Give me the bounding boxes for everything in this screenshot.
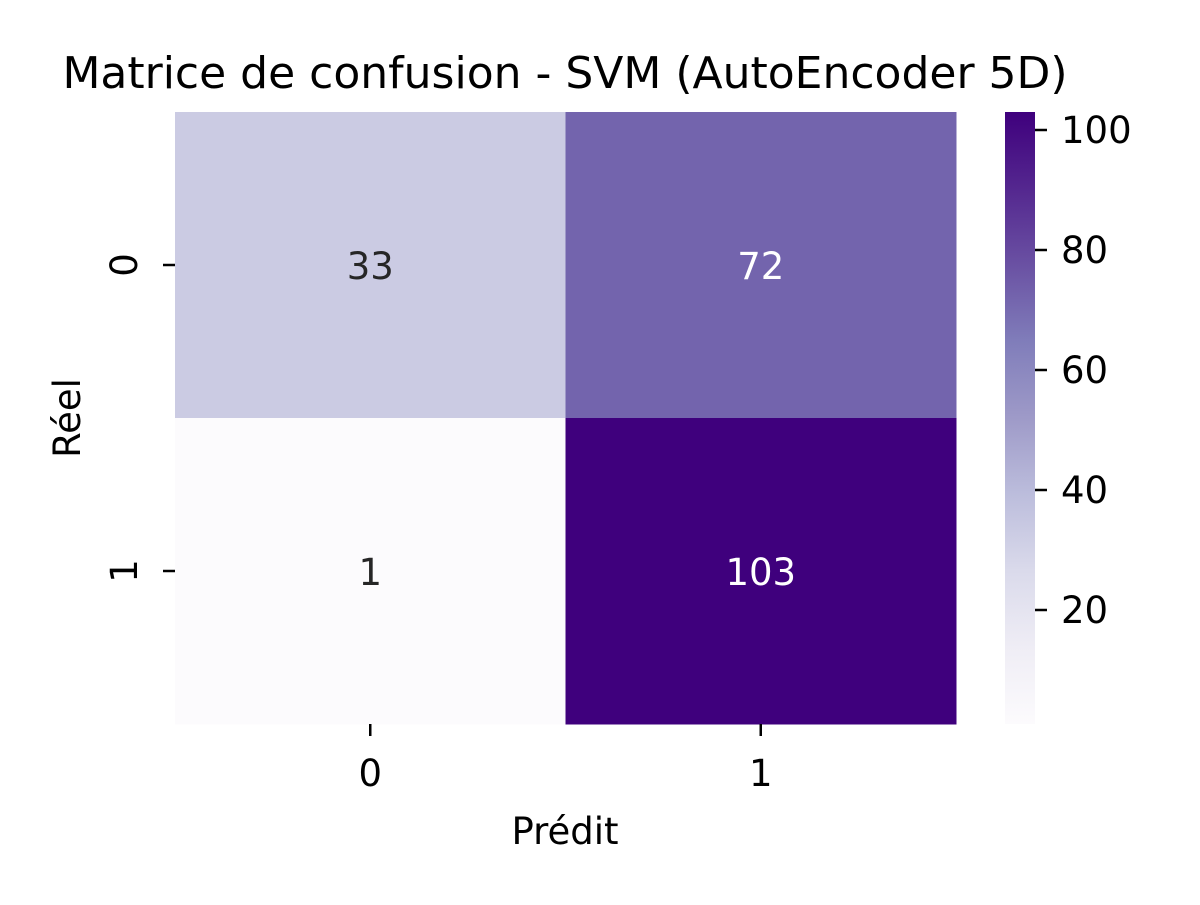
heatmap-cell-labels: 33 72 1 103 <box>347 245 796 594</box>
x-axis-label: Prédit <box>511 810 618 853</box>
cell-value-label: 103 <box>725 551 796 594</box>
x-tick-label: 0 <box>358 752 382 795</box>
colorbar-tick-label: 100 <box>1061 109 1132 152</box>
colorbar-ticks: 20 40 60 80 100 <box>1035 109 1132 632</box>
heatmap-cell-1-0 <box>175 418 566 725</box>
heatmap-cell-1-1 <box>565 418 957 725</box>
chart-title: Matrice de confusion - SVM (AutoEncoder … <box>62 48 1067 99</box>
y-tick-label: 1 <box>103 559 146 583</box>
colorbar-tick-label: 60 <box>1061 349 1108 392</box>
heatmap-cells <box>175 112 957 725</box>
heatmap-cell-0-0 <box>175 112 566 419</box>
x-tick-label: 1 <box>749 752 773 795</box>
colorbar-gradient <box>1005 112 1035 724</box>
colorbar-tick-label: 40 <box>1061 469 1108 512</box>
y-axis-label: Réel <box>46 378 89 458</box>
cell-value-label: 1 <box>358 551 382 594</box>
cell-value-label: 72 <box>737 245 784 288</box>
colorbar-tick-label: 80 <box>1061 229 1108 272</box>
cell-value-label: 33 <box>347 245 394 288</box>
heatmap-cell-0-1 <box>565 112 957 419</box>
colorbar: 20 40 60 80 100 <box>1005 109 1132 724</box>
y-axis: 01 <box>103 253 175 583</box>
colorbar-tick-label: 20 <box>1061 589 1108 632</box>
y-tick-label: 0 <box>103 253 146 277</box>
